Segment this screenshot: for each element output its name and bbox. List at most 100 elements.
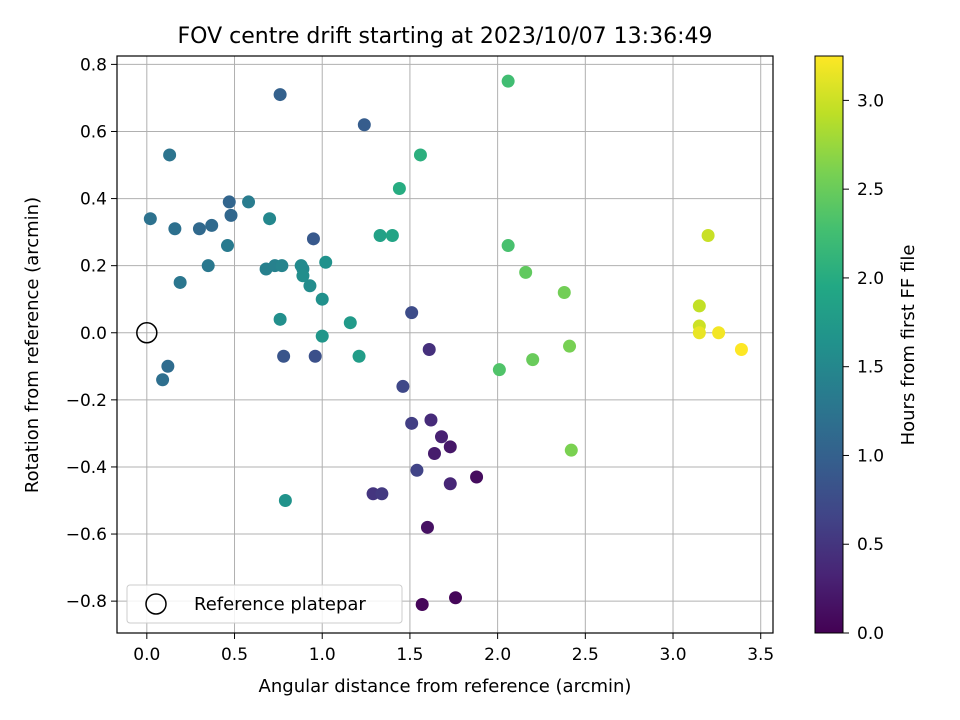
data-point: [564, 443, 578, 457]
data-point: [242, 195, 256, 209]
colorbar-label: Hours from first FF file: [898, 245, 919, 446]
data-point: [470, 470, 484, 484]
y-axis-ticks: −0.8 −0.6 −0.4 −0.2 0.0 0.2 0.4 0.6 0.8: [66, 55, 117, 612]
data-point: [375, 487, 389, 501]
data-point: [294, 259, 308, 273]
y-axis-label: Rotation from reference (arcmin): [22, 197, 43, 493]
data-point: [563, 339, 577, 353]
colorbar-tick-label: 1.5: [857, 358, 884, 378]
data-point: [221, 239, 235, 253]
legend-box: [126, 584, 403, 624]
data-point: [192, 222, 206, 236]
data-point: [526, 353, 540, 367]
data-point: [319, 255, 333, 269]
data-point: [303, 279, 317, 293]
x-tick-label: 2.0: [484, 645, 511, 665]
data-point: [443, 440, 457, 454]
legend: Reference platepar: [126, 584, 403, 624]
data-point: [275, 259, 289, 273]
y-tick-label: −0.4: [66, 458, 107, 478]
data-point: [434, 430, 448, 444]
data-point: [296, 269, 310, 283]
data-point: [273, 312, 287, 326]
data-point: [415, 597, 429, 611]
x-tick-label: 2.5: [572, 645, 599, 665]
data-point: [163, 148, 177, 162]
y-tick-label: −0.6: [66, 525, 107, 545]
data-point: [168, 222, 182, 236]
data-point: [273, 88, 287, 102]
data-point: [422, 343, 436, 357]
y-tick-label: 0.2: [80, 257, 107, 277]
data-point: [712, 326, 726, 340]
x-axis-ticks: 0.0 0.5 1.0 1.5 2.0 2.5 3.0 3.5: [133, 633, 774, 665]
legend-marker: [145, 593, 167, 615]
data-point: [396, 379, 410, 393]
data-point: [201, 259, 215, 273]
colorbar-tick-label: 0.5: [857, 535, 884, 555]
y-tick-label: −0.2: [66, 391, 107, 411]
colorbar-tick-label: 2.5: [857, 180, 884, 200]
chart-title: FOV centre drift starting at 2023/10/07 …: [178, 24, 713, 49]
x-tick-label: 1.5: [396, 645, 423, 665]
data-point: [315, 292, 329, 306]
data-point: [449, 591, 463, 605]
data-point: [224, 208, 238, 222]
data-point: [143, 212, 157, 226]
data-point: [357, 118, 371, 132]
data-point: [343, 316, 357, 330]
y-tick-label: −0.8: [66, 592, 107, 612]
data-point: [427, 447, 441, 461]
x-tick-label: 1.0: [309, 645, 336, 665]
data-point: [385, 228, 399, 242]
colorbar-gradient: [814, 55, 844, 634]
x-tick-label: 0.5: [221, 645, 248, 665]
data-point: [413, 148, 427, 162]
x-tick-label: 3.5: [747, 645, 774, 665]
x-tick-label: 3.0: [659, 645, 686, 665]
data-point: [420, 520, 434, 534]
colorbar: 0.0 0.5 1.0 1.5 2.0 2.5 3.0 Hours from first F…: [814, 55, 919, 644]
grid-lines: [117, 56, 773, 633]
data-point: [405, 306, 419, 320]
data-point: [277, 349, 291, 363]
data-point: [501, 74, 515, 88]
data-point: [501, 239, 515, 253]
colorbar-tick-label: 3.0: [857, 91, 884, 111]
data-point: [734, 343, 748, 357]
data-point: [373, 228, 387, 242]
data-point: [161, 359, 175, 373]
data-point: [222, 195, 236, 209]
colorbar-tick-label: 1.0: [857, 446, 884, 466]
data-point: [315, 329, 329, 343]
data-point: [410, 463, 424, 477]
x-axis-label: Angular distance from reference (arcmin): [259, 676, 632, 697]
data-point: [263, 212, 277, 226]
data-point: [306, 232, 320, 246]
data-point: [205, 218, 219, 232]
data-point: [443, 477, 457, 491]
colorbar-ticks: 0.0 0.5 1.0 1.5 2.0 2.5 3.0: [843, 91, 884, 644]
colorbar-tick-label: 2.0: [857, 269, 884, 289]
data-point: [701, 228, 715, 242]
data-point: [392, 182, 406, 196]
x-tick-label: 0.0: [133, 645, 160, 665]
data-point: [424, 413, 438, 427]
plot-frame: [116, 55, 774, 634]
y-tick-label: 0.4: [80, 190, 107, 210]
data-point: [278, 493, 292, 507]
colorbar-tick-label: 0.0: [857, 624, 884, 644]
data-points: [136, 74, 748, 611]
legend-label: Reference platepar: [194, 594, 366, 615]
data-point: [692, 326, 706, 340]
y-tick-label: 0.8: [80, 55, 107, 75]
data-point: [352, 349, 366, 363]
y-tick-label: 0.6: [80, 122, 107, 142]
data-point: [405, 416, 419, 430]
data-point: [492, 363, 506, 377]
data-point: [557, 286, 571, 300]
y-tick-label: 0.0: [80, 324, 107, 344]
data-point: [173, 275, 187, 289]
data-point: [692, 299, 706, 313]
